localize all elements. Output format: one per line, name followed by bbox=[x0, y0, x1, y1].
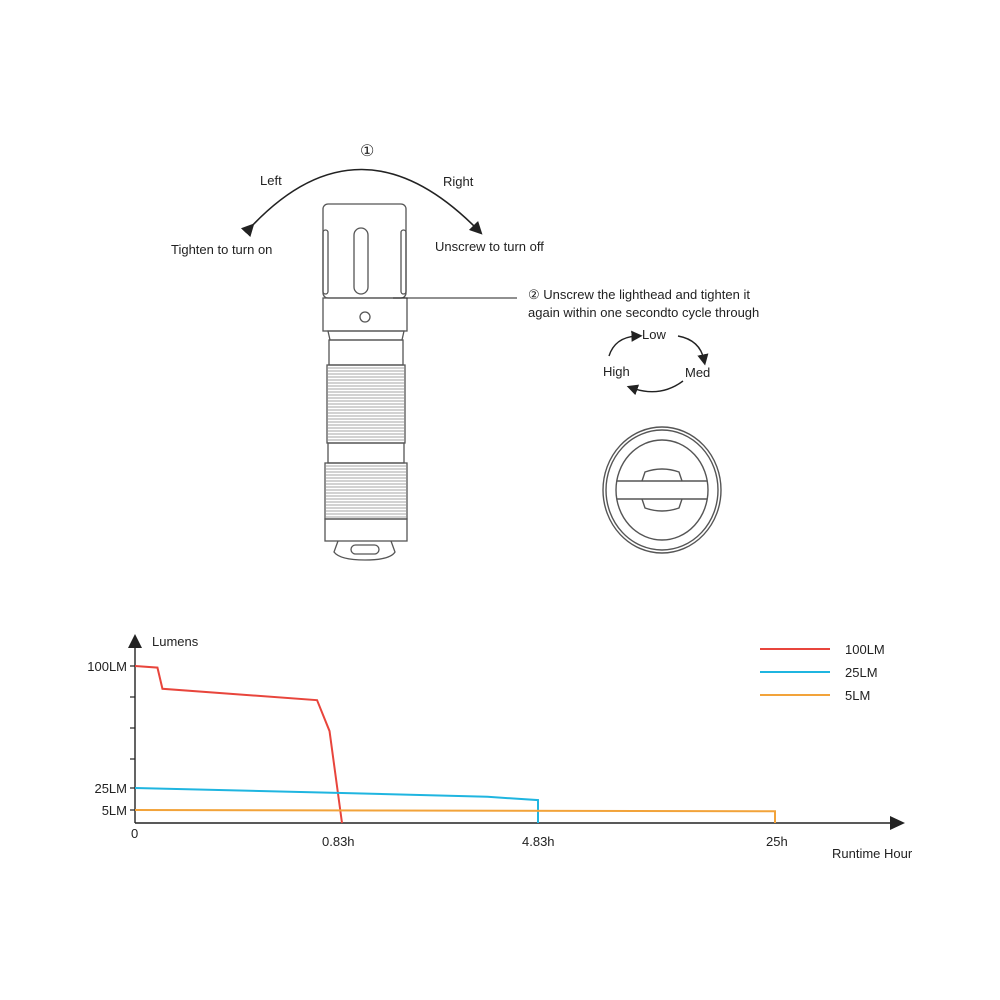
legend-label: 5LM bbox=[845, 688, 871, 703]
rotation-arc-arrow bbox=[240, 168, 483, 238]
flashlight-illustration bbox=[322, 203, 408, 561]
tighten-label: Tighten to turn on bbox=[171, 242, 273, 257]
mode-high: High bbox=[603, 364, 630, 379]
grip-knurling bbox=[326, 367, 406, 518]
x-tick-label: 25h bbox=[766, 834, 788, 849]
right-label: Right bbox=[443, 174, 474, 189]
legend-label: 25LM bbox=[845, 665, 878, 680]
runtime-chart bbox=[128, 634, 905, 830]
x-tick-label: 0 bbox=[131, 826, 139, 841]
y-tick-label: 25LM bbox=[94, 781, 127, 796]
x-axis-label: Runtime Hour bbox=[832, 846, 913, 861]
y-tick-label: 100LM bbox=[87, 659, 127, 674]
unscrew-label: Unscrew to turn off bbox=[435, 239, 544, 254]
step2-line1: ② Unscrew the lighthead and tighten it bbox=[528, 287, 750, 302]
step1-marker: ① bbox=[360, 143, 375, 160]
series-line-25LM bbox=[134, 787, 539, 823]
series-line-100LM bbox=[134, 665, 343, 824]
step2-line2: again within one secondto cycle through bbox=[528, 305, 760, 320]
y-axis-arrow bbox=[128, 634, 142, 648]
series-line-5LM bbox=[134, 809, 776, 823]
left-label: Left bbox=[260, 173, 282, 188]
y-axis-label: Lumens bbox=[152, 634, 199, 649]
mode-low: Low bbox=[642, 327, 666, 342]
y-tick-label: 5LM bbox=[101, 803, 127, 818]
legend-label: 100LM bbox=[845, 642, 885, 657]
x-axis-arrow bbox=[890, 816, 905, 830]
mode-cycle-arrows bbox=[608, 330, 709, 396]
tail-cap-illustration bbox=[602, 426, 722, 554]
mode-med: Med bbox=[685, 365, 711, 380]
x-tick-label: 4.83h bbox=[522, 834, 555, 849]
x-tick-label: 0.83h bbox=[322, 834, 355, 849]
